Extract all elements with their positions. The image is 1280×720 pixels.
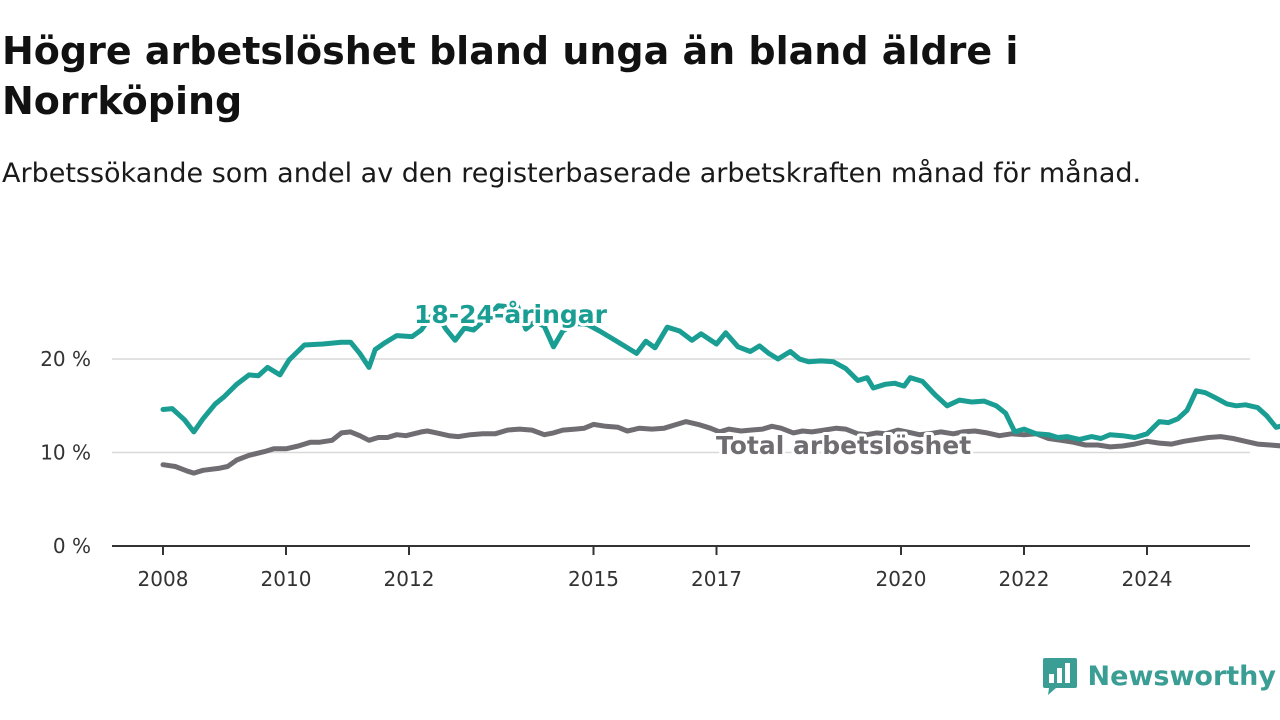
series-line-youth	[160, 301, 1280, 442]
x-tick-label: 2008	[138, 567, 189, 591]
chart-title: Högre arbetslöshet bland unga än bland ä…	[2, 29, 1019, 123]
gridlines: 0 % 10 % 20 %	[40, 347, 1250, 558]
x-tick-label: 2010	[261, 567, 312, 591]
series-label-total: Total arbetslöshet	[716, 431, 971, 460]
newsworthy-logo-icon	[1042, 658, 1077, 695]
y-tick-label: 0 %	[53, 534, 91, 558]
x-tick-label: 2012	[384, 567, 435, 591]
series-label-youth: 18-24-åringar	[414, 300, 608, 329]
x-tick-label: 2020	[876, 567, 927, 591]
x-tick-label: 2015	[568, 567, 619, 591]
x-axis: 2008 2010 2012 2015 2017 2020 2022 2024	[112, 545, 1250, 591]
y-tick-label: 10 %	[40, 441, 91, 465]
brand-logo: Newsworthy	[1042, 654, 1276, 698]
x-tick-label: 2017	[691, 567, 742, 591]
series-line-total	[160, 419, 1280, 476]
x-tick-label: 2022	[999, 567, 1050, 591]
x-tick-label: 2024	[1122, 567, 1173, 591]
chart-subtitle: Arbetssökande som andel av den registerb…	[2, 158, 1142, 189]
series-lines	[160, 301, 1280, 476]
y-tick-label: 20 %	[40, 347, 91, 371]
brand-name: Newsworthy	[1087, 660, 1276, 692]
